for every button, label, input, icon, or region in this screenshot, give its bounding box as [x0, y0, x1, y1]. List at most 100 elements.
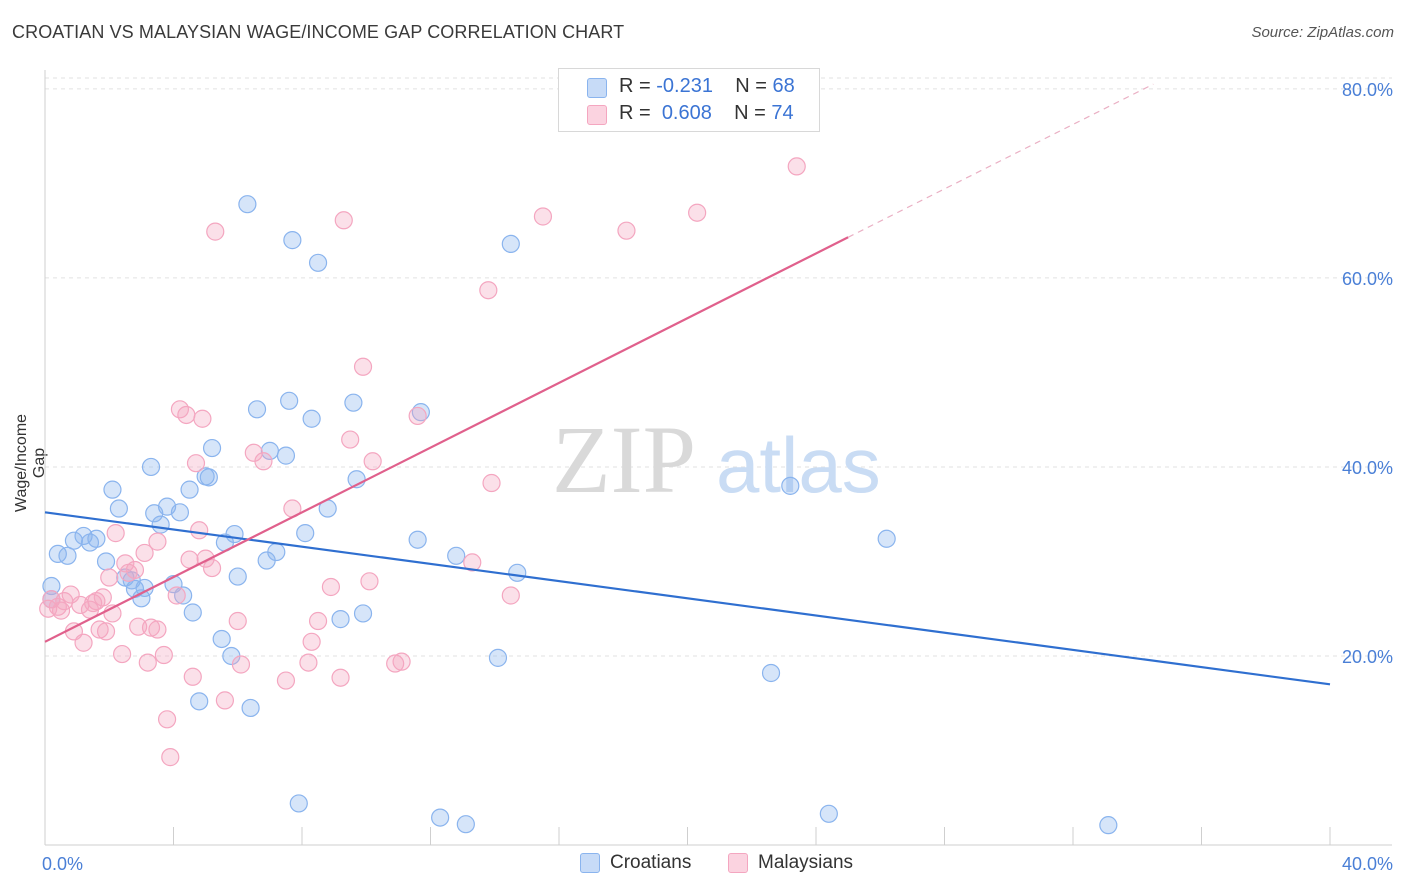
croatian-trend-line	[44, 511, 1331, 686]
malaysian-point-37	[193, 409, 212, 428]
axes	[44, 70, 1392, 846]
malaysian-point-31	[167, 586, 186, 605]
croatian-point-56	[456, 815, 475, 834]
croatian-point-53	[408, 530, 427, 549]
croatian-point-21	[170, 503, 190, 522]
malaysian-point-65	[501, 586, 520, 605]
malaysian-point-17	[106, 524, 125, 543]
malaysian-point-28	[154, 645, 173, 665]
croatian-point-57	[488, 648, 508, 667]
malaysian-point-59	[386, 654, 405, 673]
croatian-point-41	[280, 391, 299, 410]
malaysian-point-53	[331, 668, 350, 687]
bottom-legend-swatch-malaysians	[728, 853, 748, 873]
croatian-point-59	[508, 563, 527, 582]
malaysian-point-22	[129, 617, 148, 636]
legend-n-label: N =	[734, 102, 772, 124]
croatian-point-61	[781, 476, 800, 495]
croatian-point-48	[331, 610, 350, 629]
croatian-point-54	[431, 808, 450, 827]
croatian-point-0	[42, 576, 61, 596]
malaysian-point-52	[321, 577, 341, 597]
croatian-point-58	[501, 234, 520, 254]
croatian-point-34	[238, 195, 257, 214]
malaysian-point-35	[186, 454, 206, 473]
malaysian-point-42	[215, 691, 234, 710]
croatian-point-10	[109, 499, 128, 518]
malaysian-point-14	[96, 622, 116, 641]
legend-r-value: -0.231	[656, 75, 713, 97]
malaysian-point-54	[334, 211, 353, 230]
croatian-point-60	[761, 663, 781, 683]
y-tick-label: 40.0%	[1342, 458, 1393, 478]
malaysian-trend-line	[44, 236, 849, 643]
malaysian-point-15	[100, 568, 119, 587]
croatian-point-3	[58, 546, 77, 565]
legend-r-label: R =	[619, 75, 657, 97]
malaysian-point-18	[112, 644, 132, 664]
malaysian-point-61	[408, 406, 427, 426]
malaysian-point-10	[84, 593, 103, 613]
malaysian-point-63	[482, 473, 501, 493]
x-tick-label: 40.0%	[1342, 854, 1393, 874]
legend-n-label: N =	[735, 75, 773, 97]
malaysian-point-51	[308, 611, 328, 631]
malaysian-point-40	[202, 558, 222, 578]
croatian-point-51	[353, 604, 373, 623]
legend-n-value: 68	[772, 75, 795, 97]
croatian-point-16	[141, 457, 161, 477]
croatian-point-9	[103, 480, 122, 499]
malaysian-point-66	[533, 207, 553, 226]
y-tick-label: 80.0%	[1342, 80, 1393, 100]
malaysian-point-21	[125, 560, 145, 580]
croatian-point-7	[87, 529, 106, 548]
croatian-point-63	[877, 529, 896, 548]
malaysian-point-58	[360, 572, 379, 591]
legend-swatch-malaysians	[587, 105, 607, 125]
croatian-point-22	[174, 586, 193, 605]
malaysian-point-36	[183, 667, 202, 686]
malaysian-point-62	[463, 553, 482, 572]
croatian-point-55	[447, 546, 466, 565]
malaysian-point-67	[617, 221, 636, 240]
croatian-point-24	[183, 603, 202, 622]
data-points	[39, 157, 1118, 835]
watermark-zip: ZIP	[552, 406, 696, 513]
croatian-point-32	[225, 524, 244, 544]
croatian-point-62	[819, 804, 838, 823]
malaysian-point-29	[157, 710, 177, 729]
chart-title: CROATIAN VS MALAYSIAN WAGE/INCOME GAP CO…	[12, 22, 625, 42]
y-tick-label: 60.0%	[1342, 269, 1393, 289]
croatian-point-18	[151, 515, 170, 534]
croatian-point-49	[344, 393, 363, 412]
croatian-point-8	[96, 552, 116, 571]
malaysian-trend-extension	[847, 83, 1154, 238]
legend-r-label: R =	[619, 102, 657, 124]
source-label: Source: ZipAtlas.com	[1251, 24, 1394, 41]
malaysian-point-41	[206, 222, 225, 241]
malaysian-point-44	[231, 655, 251, 674]
croatian-point-25	[190, 692, 209, 711]
malaysian-point-57	[363, 452, 382, 471]
correlation-legend: R = -0.231 N = 68 R = 0.608 N = 74	[558, 68, 820, 132]
croatian-point-28	[199, 468, 218, 487]
malaysian-point-13	[93, 588, 112, 607]
grid-lines	[45, 77, 1392, 657]
croatian-point-46	[308, 253, 328, 272]
malaysian-point-27	[148, 620, 167, 639]
malaysian-point-8	[74, 633, 93, 652]
croatian-point-4	[64, 531, 84, 550]
y-tick-label: 20.0%	[1342, 647, 1393, 667]
watermark: ZIP atlas	[552, 406, 881, 513]
watermark-atlas: atlas	[716, 421, 881, 509]
malaysian-point-47	[276, 671, 296, 690]
malaysian-point-30	[161, 748, 180, 767]
croatian-point-35	[241, 698, 260, 718]
malaysian-point-69	[787, 157, 806, 176]
croatian-point-39	[267, 542, 286, 562]
croatian-point-23	[180, 480, 199, 499]
malaysian-point-56	[353, 357, 373, 376]
malaysian-point-49	[299, 653, 318, 672]
malaysian-point-60	[392, 652, 411, 671]
